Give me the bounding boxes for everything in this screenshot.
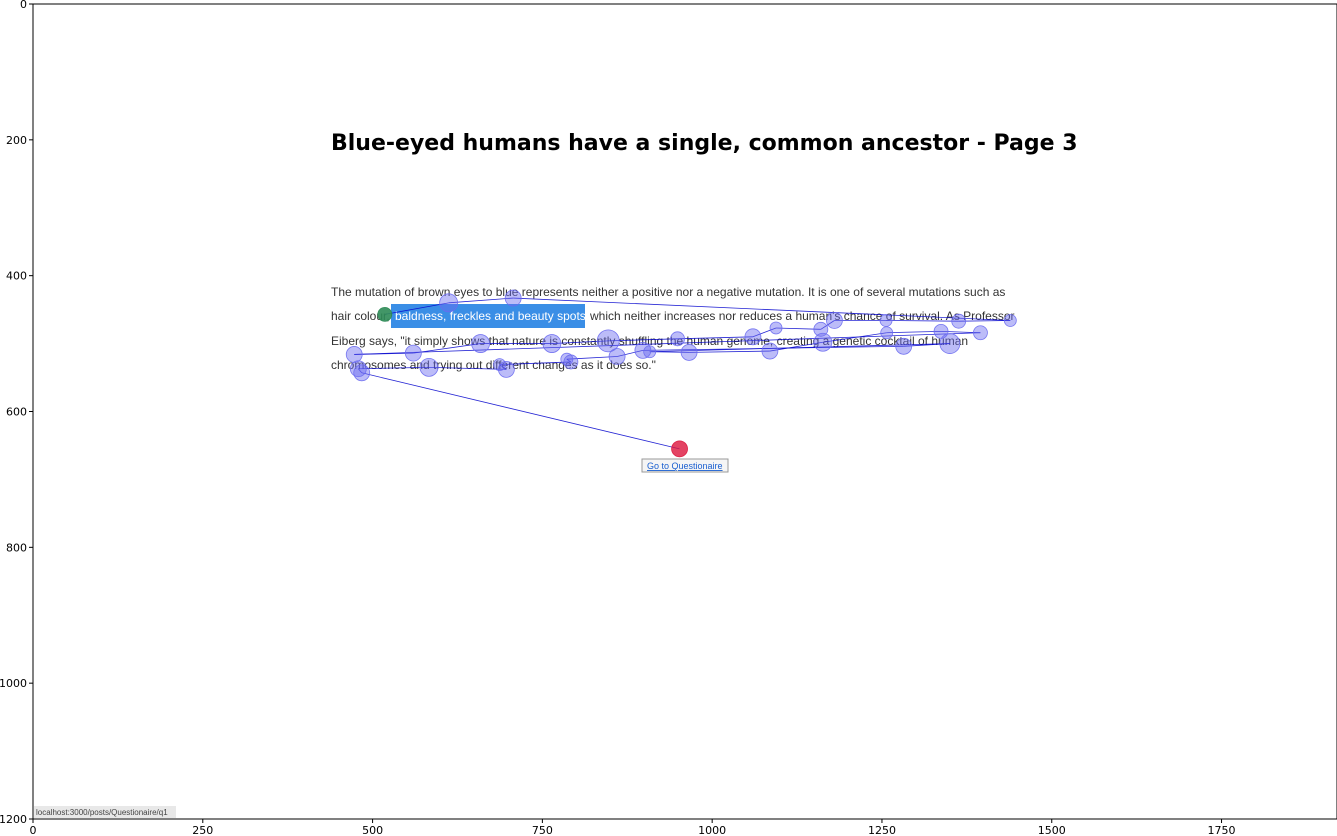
scanpath-segment (616, 349, 643, 357)
fixation-point (880, 326, 894, 340)
fixation-point (951, 313, 967, 329)
fixation-point (497, 360, 515, 378)
fixation-point (895, 337, 913, 355)
fixation-point (813, 321, 829, 337)
fixation-point (542, 334, 562, 353)
questionaire-link[interactable]: Go to Questionaire (647, 461, 723, 471)
scanpath-segment (499, 364, 507, 370)
fixation-point (813, 332, 833, 352)
fixation-point (761, 342, 779, 360)
fixation-point (345, 346, 363, 363)
paragraph-line-2-start: hair colour, (331, 309, 390, 323)
scanpath-segment (608, 338, 678, 342)
page-title: Blue-eyed humans have a single, common a… (331, 131, 1078, 156)
fixation-point (419, 357, 439, 377)
scanpath-segment (358, 368, 363, 374)
scanpath-segment (886, 320, 959, 322)
paragraph-line-1: The mutation of brown eyes to blue repre… (331, 285, 1005, 299)
scanpath-segment (775, 327, 821, 330)
scanpath-segment (361, 372, 680, 450)
y-tick-label: 600 (6, 406, 27, 419)
fixation-start (377, 306, 393, 322)
scanpath-segment (354, 332, 981, 355)
fixation-point (879, 314, 893, 327)
scanpath-segment (499, 361, 571, 366)
fixation-points (345, 289, 1017, 458)
scanpath-segment (886, 330, 942, 334)
status-url: localhost:3000/posts/Questionaire/q1 (36, 808, 168, 817)
highlighted-phrase: baldness, freckles and beauty spots (395, 309, 586, 323)
text-highlight (391, 304, 585, 328)
scanpath-segment (822, 332, 887, 343)
scanpath-segment (958, 320, 1011, 322)
x-tick-label: 0 (30, 824, 37, 836)
x-tick-label: 750 (532, 824, 553, 836)
plot-frame (32, 3, 1337, 820)
x-tick-label: 500 (362, 824, 383, 836)
scanpath-segment (513, 297, 1011, 321)
fixation-point (634, 341, 652, 359)
fixation-point (670, 331, 685, 347)
scanpath-segment (413, 343, 481, 354)
y-tick-label: 1000 (0, 677, 27, 690)
fixation-point (504, 289, 522, 307)
fixation-point (680, 344, 698, 361)
y-tick-label: 0 (20, 0, 27, 11)
status-bar (34, 806, 176, 818)
fixation-point (404, 344, 422, 362)
scanpath-segment (941, 330, 981, 334)
scanpath-segment (551, 340, 609, 344)
scanpath-segment (752, 327, 777, 338)
fixation-point (939, 333, 961, 354)
y-tick-label: 800 (6, 541, 27, 554)
y-tick-label: 1200 (0, 813, 27, 826)
fixation-point (1003, 314, 1017, 327)
fixation-point (596, 329, 620, 353)
questionaire-link-box[interactable] (641, 458, 729, 473)
scanpath-segment (677, 336, 753, 340)
y-tick-label: 400 (6, 270, 27, 283)
fixation-point (973, 325, 988, 341)
fixation-point (353, 364, 371, 382)
y-tick-label: 200 (6, 134, 27, 147)
scanpath-segment (642, 345, 904, 351)
x-tick-label: 1000 (698, 824, 726, 836)
x-tick-label: 1750 (1208, 824, 1236, 836)
fixation-point (826, 312, 843, 329)
scanpath-segment (448, 297, 514, 304)
scanpath-segment (428, 366, 507, 370)
fixation-point (769, 321, 783, 335)
fixation-point (439, 293, 459, 313)
x-tick-label: 1250 (868, 824, 896, 836)
scanpath-segment (358, 366, 429, 370)
scanpath (354, 297, 1011, 450)
fixation-point (744, 328, 762, 346)
fixation-point (563, 354, 579, 370)
page-screenshot-content: Blue-eyed humans have a single, common a… (34, 131, 1078, 818)
fixation-end (671, 440, 688, 458)
x-tick-label: 1500 (1038, 824, 1066, 836)
scanpath-segment (384, 302, 449, 315)
scanpath-segment (689, 350, 770, 353)
fixation-point (608, 348, 626, 365)
paragraph-line-2-end: which neither increases nor reduces a hu… (589, 309, 1015, 323)
scanpath-segment (566, 358, 572, 363)
fixation-point (471, 334, 490, 353)
x-tick-label: 250 (192, 824, 213, 836)
